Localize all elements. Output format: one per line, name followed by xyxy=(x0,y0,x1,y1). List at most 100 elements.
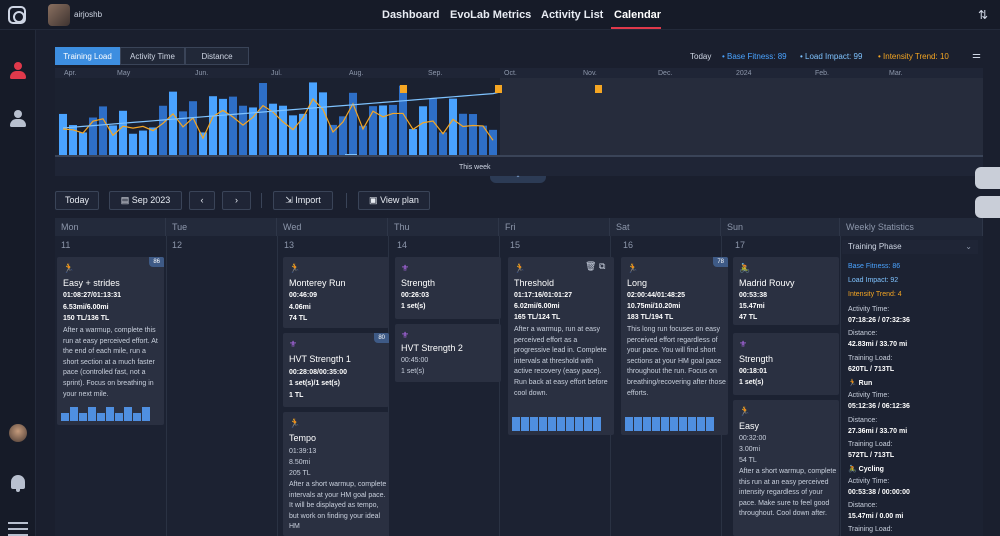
today-button[interactable]: Today xyxy=(55,191,99,210)
load-bar[interactable] xyxy=(99,106,107,156)
nav-dashboard[interactable]: Dashboard xyxy=(382,9,440,21)
workout-card-strength[interactable]: ⚜ Strength 00:26:03 1 set(s) xyxy=(395,257,501,319)
training-phase-dropdown[interactable]: Training Phase ⌄ xyxy=(842,240,978,254)
load-bar[interactable] xyxy=(119,110,127,156)
tab-activity-time[interactable]: Activity Time xyxy=(120,47,185,65)
load-bar[interactable] xyxy=(59,113,67,156)
load-bar[interactable] xyxy=(419,106,427,156)
menu-icon[interactable] xyxy=(8,522,28,536)
training-load-chart[interactable]: Apr. May Jun. Jul. Aug. Sep. Oct. Nov. Dec. 2024 F… xyxy=(55,68,983,176)
user-avatar[interactable] xyxy=(48,4,70,26)
load-bar[interactable] xyxy=(269,103,277,156)
note-icon[interactable] xyxy=(495,85,502,93)
calendar-icon[interactable] xyxy=(975,196,1000,218)
load-bar[interactable] xyxy=(179,111,187,156)
load-bar[interactable] xyxy=(249,107,257,156)
month-picker-button[interactable]: ▤ Sep 2023 xyxy=(109,191,182,210)
workout-card-strength-sun[interactable]: ⚜ Strength 00:18:01 1 set(s) xyxy=(733,333,839,395)
load-bar[interactable] xyxy=(329,124,337,156)
legend-load-impact[interactable]: • Load Impact: 99 xyxy=(800,52,863,61)
nav-calendar[interactable]: Calendar xyxy=(614,9,662,21)
load-bar[interactable] xyxy=(169,91,177,156)
workout-card-monterey-run[interactable]: 🏃 Monterey Run 00:46:09 4.06mi 74 TL xyxy=(283,257,389,328)
load-bar[interactable] xyxy=(379,105,387,156)
note-icon[interactable] xyxy=(400,85,407,93)
bell-icon[interactable] xyxy=(11,475,25,492)
note-icon[interactable] xyxy=(595,85,602,93)
workout-card-tempo[interactable]: 🏃 Tempo 01:39:13 8.50mi 205 TL After a s… xyxy=(283,412,389,536)
load-bar[interactable] xyxy=(239,105,247,156)
load-bar[interactable] xyxy=(189,101,197,156)
load-bar[interactable] xyxy=(349,92,357,156)
tab-distance[interactable]: Distance xyxy=(185,47,249,65)
load-bar[interactable] xyxy=(209,96,217,156)
compare-icon[interactable] xyxy=(975,167,1000,189)
load-bar[interactable] xyxy=(199,132,207,156)
load-bar[interactable] xyxy=(219,98,227,156)
legend-today[interactable]: Today xyxy=(690,52,712,61)
day-number: 12 xyxy=(172,240,183,250)
load-bar[interactable] xyxy=(229,96,237,156)
collapse-chart-tab[interactable]: ⌃ xyxy=(490,176,546,183)
load-bar[interactable] xyxy=(389,104,397,156)
view-plan-button[interactable]: ▣ View plan xyxy=(358,191,430,210)
load-bar[interactable] xyxy=(469,114,477,156)
copy-icon[interactable]: ⧉ xyxy=(599,261,606,271)
workout-card-hvt-strength-2[interactable]: ⚜ HVT Strength 2 00:45:00 1 set(s) xyxy=(395,324,501,382)
load-bar[interactable] xyxy=(369,106,377,156)
workout-card-madrid-rouvy[interactable]: 🚴 Madrid Rouvy 00:53:38 15.47mi 47 TL xyxy=(733,257,839,325)
load-bar[interactable] xyxy=(289,115,297,156)
load-bar[interactable] xyxy=(489,129,497,156)
load-bar[interactable] xyxy=(109,125,117,156)
load-bar[interactable] xyxy=(459,113,467,156)
load-bar[interactable] xyxy=(359,125,367,156)
load-bar[interactable] xyxy=(399,85,407,156)
load-bar[interactable] xyxy=(319,92,327,156)
workout-card-long[interactable]: 78 🏃 Long 02:00:44/01:48:25 10.75mi/10.2… xyxy=(621,257,728,435)
workout-card-easy-strides[interactable]: 86 🏃 Easy + strides 01:08:27/01:13:31 6.… xyxy=(57,257,164,425)
load-bar[interactable] xyxy=(89,117,97,156)
this-week-label: This week xyxy=(459,164,491,171)
workout-card-threshold[interactable]: 🏃 🗑 ⧉ Threshold 01:17:16/01:01:27 6.02mi… xyxy=(508,257,614,435)
sort-icon[interactable]: ⇅ xyxy=(978,8,989,22)
load-bar[interactable] xyxy=(259,83,267,156)
col-divider xyxy=(499,236,500,536)
legend-intensity-trend[interactable]: • Intensity Trend: 10 xyxy=(878,52,949,61)
load-bar[interactable] xyxy=(339,116,347,156)
month-label: Aug. xyxy=(349,70,364,77)
load-bar[interactable] xyxy=(149,127,157,156)
tab-training-load[interactable]: Training Load xyxy=(55,47,120,65)
load-bar[interactable] xyxy=(409,129,417,156)
nav-evolab-metrics[interactable]: EvoLab Metrics xyxy=(450,9,532,21)
prev-month-button[interactable]: ‹ xyxy=(189,191,215,210)
month-label: Jun. xyxy=(195,70,209,77)
filter-icon[interactable]: ⚌ xyxy=(972,50,981,61)
workout-card-hvt-strength-1[interactable]: 80 ⚜ HVT Strength 1 00:28:08/00:35:00 1 … xyxy=(283,333,389,407)
workout-distance: 10.75mi/10.20mi xyxy=(627,303,681,310)
workout-duration: 00:53:38 xyxy=(739,292,768,299)
base-fitness-line xyxy=(62,91,501,129)
load-bar[interactable] xyxy=(139,130,147,156)
load-bar[interactable] xyxy=(479,125,487,156)
legend-base-fitness[interactable]: • Base Fitness: 89 xyxy=(722,52,787,61)
load-bar[interactable] xyxy=(279,105,287,156)
app-logo-icon[interactable] xyxy=(8,6,26,24)
load-bar[interactable] xyxy=(129,133,137,156)
delete-icon[interactable]: 🗑 xyxy=(585,261,597,271)
load-bar[interactable] xyxy=(299,113,307,156)
load-bar[interactable] xyxy=(79,132,87,156)
load-bar[interactable] xyxy=(449,98,457,156)
load-bar[interactable] xyxy=(159,105,167,156)
load-bar[interactable] xyxy=(309,82,317,156)
load-bar[interactable] xyxy=(429,98,437,156)
dayhead-fri: Fri xyxy=(499,218,610,236)
load-bar[interactable] xyxy=(439,132,447,156)
next-month-button[interactable]: › xyxy=(222,191,251,210)
nav-activity-list[interactable]: Activity List xyxy=(541,9,604,21)
import-button[interactable]: ⇲ Import xyxy=(273,191,333,210)
friends-icon[interactable] xyxy=(9,109,27,127)
load-bar[interactable] xyxy=(69,125,77,156)
profile-icon[interactable] xyxy=(9,61,27,79)
workout-card-easy[interactable]: 🏃 Easy 00:32:00 3.00mi 54 TL After a sho… xyxy=(733,400,839,536)
sidebar-avatar[interactable] xyxy=(9,424,27,442)
